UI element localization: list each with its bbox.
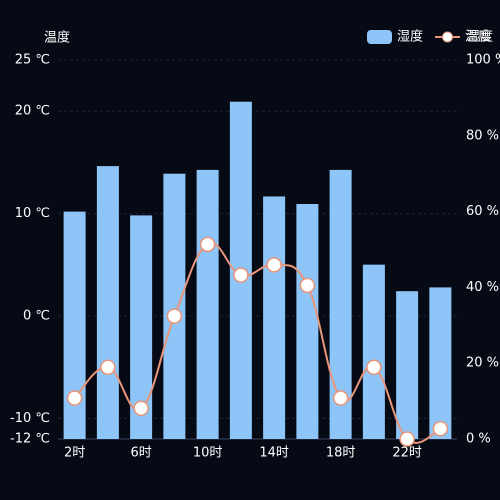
x-tick-label: 14时 [259, 446, 289, 461]
y2-tick-label: 80 % [466, 128, 499, 143]
x-tick-label: 22时 [392, 446, 422, 461]
x-tick-label: 10时 [193, 446, 223, 461]
bar [329, 169, 352, 439]
x-tick-label: 6时 [130, 446, 151, 461]
y-axis-label: 温度 [44, 30, 70, 46]
point [399, 431, 415, 447]
legend-label: 温度 [465, 29, 491, 45]
x-tick-label: 18时 [326, 446, 356, 461]
bar [163, 173, 186, 439]
bar [396, 291, 419, 439]
y-tick-label: 20 ℃ [15, 104, 50, 119]
y2-tick-label: 100 % [466, 53, 500, 68]
legend-swatch [367, 30, 392, 44]
point [100, 359, 116, 376]
y2-tick-label: 0 % [466, 432, 491, 447]
point [66, 390, 83, 406]
bar [63, 211, 86, 439]
y2-tick-label: 20 % [466, 356, 499, 371]
y-tick-label: -12 ℃ [10, 432, 50, 447]
y-tick-label: 10 ℃ [15, 206, 50, 221]
point [233, 267, 249, 283]
point [299, 277, 316, 294]
bar [196, 169, 219, 439]
y-tick-label: 0 ℃ [23, 309, 50, 324]
bar [130, 215, 153, 439]
legend-label: 湿度 [397, 29, 423, 45]
y2-tick-label: 60 % [466, 204, 499, 219]
point [166, 308, 183, 324]
y2-axis-label: 湿度 [467, 29, 493, 45]
point [332, 390, 349, 406]
bar [362, 264, 385, 439]
bar [296, 204, 319, 439]
point [366, 359, 382, 376]
legend-swatch [442, 31, 453, 43]
point [133, 400, 149, 417]
y2-tick-label: 40 % [466, 280, 499, 295]
y-tick-label: 25 ℃ [15, 53, 50, 68]
point [199, 236, 216, 253]
point [432, 421, 449, 437]
bar [429, 287, 452, 439]
y-tick-label: -10 ℃ [10, 411, 50, 426]
bar [96, 166, 119, 439]
x-tick-label: 2时 [64, 446, 85, 461]
bar [263, 196, 286, 439]
point [266, 257, 282, 273]
